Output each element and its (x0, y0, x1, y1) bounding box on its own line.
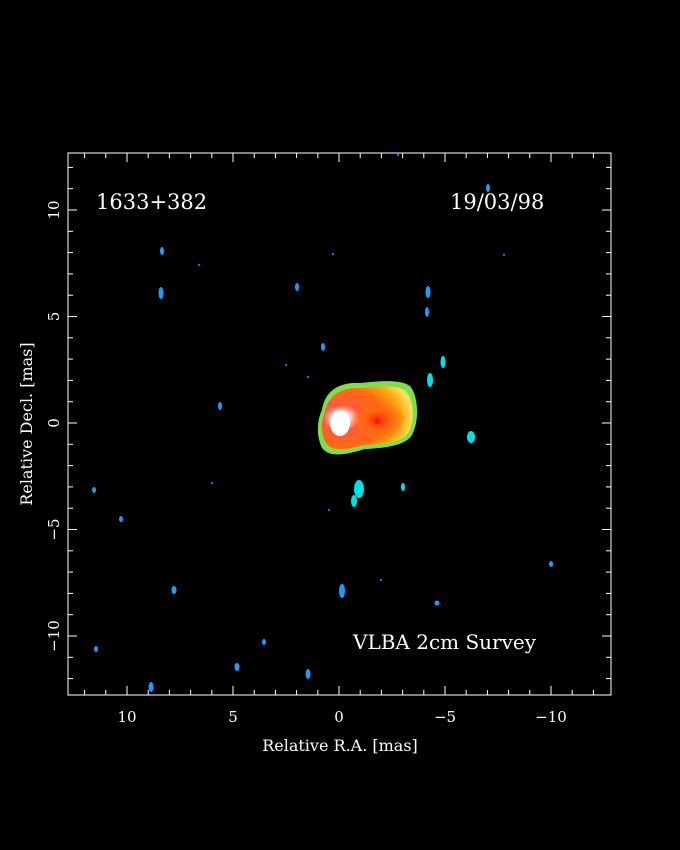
axis-ticks (68, 153, 611, 695)
noise-speck (327, 508, 331, 512)
noise-blob (425, 307, 429, 317)
noise-speck (502, 253, 506, 257)
x-tick-label: 10 (117, 708, 136, 726)
noise-speck (197, 263, 201, 267)
x-tick-label: −10 (535, 708, 567, 726)
x-axis-label: Relative R.A. [mas] (262, 736, 418, 755)
x-tick-label: 5 (228, 708, 238, 726)
noise-blob (295, 283, 299, 291)
noise-components (92, 153, 553, 692)
y-tick-label: 10 (45, 200, 63, 219)
noise-speck (331, 252, 335, 256)
source-emission (317, 381, 418, 455)
survey-name: VLBA 2cm Survey (352, 630, 537, 654)
y-tick-label: 5 (45, 312, 63, 322)
epoch-date: 19/03/98 (450, 190, 544, 214)
noise-blob (171, 586, 177, 594)
x-tick-labels: 10 5 0 −5 −10 (117, 708, 566, 726)
y-axis-label: Relative Decl. [mas] (17, 342, 36, 505)
noise-blob (549, 561, 553, 567)
y-tick-labels: 10 5 0 −5 −10 (45, 200, 63, 651)
x-tick-label: −5 (434, 708, 456, 726)
noise-blob (427, 373, 433, 387)
noise-speck (306, 375, 310, 379)
noise-blob (351, 495, 357, 507)
noise-blob (321, 343, 325, 351)
noise-blob (354, 480, 364, 498)
noise-blob (234, 663, 240, 671)
core-peak (330, 410, 350, 436)
noise-speck (210, 481, 214, 485)
noise-speck (379, 578, 383, 582)
noise-blob (262, 639, 266, 645)
noise-blob (92, 487, 96, 493)
noise-blob (119, 516, 123, 522)
x-tick-label: 0 (334, 708, 344, 726)
y-tick-label: 0 (45, 418, 63, 428)
jet-peak (374, 418, 380, 424)
noise-blob (467, 431, 475, 443)
y-tick-label: −5 (45, 518, 63, 540)
noise-blob (158, 287, 164, 299)
noise-blob (401, 483, 405, 491)
y-tick-label: −10 (45, 620, 63, 652)
noise-blob (160, 247, 164, 255)
noise-blob (148, 682, 154, 692)
noise-blob (94, 646, 98, 652)
noise-blob (440, 356, 446, 368)
noise-blob (434, 600, 440, 606)
noise-speck (396, 153, 400, 157)
noise-blob (218, 402, 222, 410)
noise-speck (284, 363, 288, 367)
source-name: 1633+382 (96, 190, 207, 214)
noise-blob (305, 669, 311, 679)
noise-blob (425, 286, 431, 298)
noise-blob (339, 584, 345, 598)
noise-blob (486, 184, 490, 192)
